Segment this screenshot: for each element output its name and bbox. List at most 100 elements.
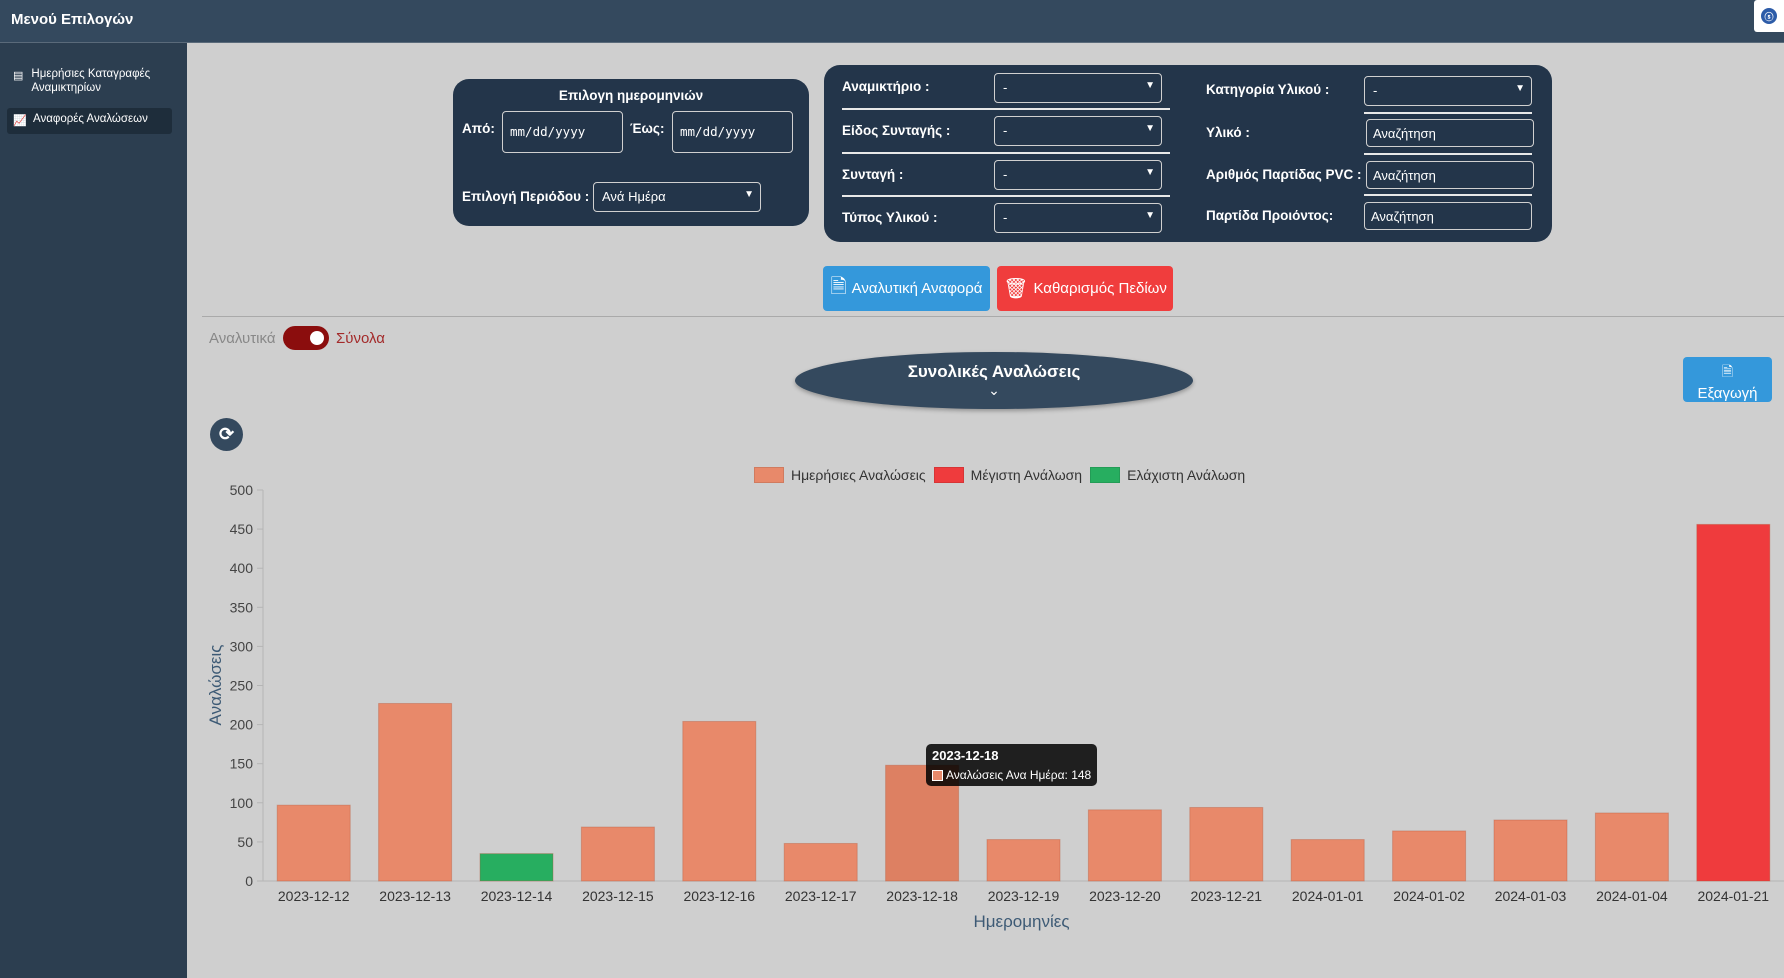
x-tick-label: 2023-12-14 xyxy=(481,888,553,904)
bar-2024-01-02 xyxy=(1392,830,1467,882)
recipe-label: Συνταγή : xyxy=(842,167,904,182)
y-tick-label: 400 xyxy=(230,560,254,576)
x-tick-label: 2023-12-20 xyxy=(1089,888,1161,904)
x-tick-label: 2024-01-04 xyxy=(1596,888,1668,904)
filter-panel: Αναμικτήριο : - ▼ Είδος Συνταγής : - ▼ Συν… xyxy=(824,65,1552,242)
user-avatar[interactable]: ⓢ xyxy=(1754,0,1784,32)
material-type-select[interactable]: - ▼ xyxy=(994,203,1162,233)
bar-2024-01-21 xyxy=(1696,523,1771,882)
y-tick-label: 450 xyxy=(230,521,254,537)
section-header-collapse[interactable]: Συνολικές Αναλώσεις ⌄ xyxy=(795,352,1193,409)
legend-label: Μέγιστη Ανάλωση xyxy=(970,467,1083,483)
material-type-select-value: - xyxy=(1003,210,1008,225)
chevron-down-icon: ⌄ xyxy=(988,382,1000,398)
bar-2024-01-03 xyxy=(1493,819,1568,882)
y-tick-label: 250 xyxy=(230,678,254,694)
divider xyxy=(1364,194,1532,196)
sidebar: ▤ Ημερήσιες Καταγραφές Αναμικτηρίων 📈 Αν… xyxy=(0,43,187,978)
y-tick-label: 350 xyxy=(230,599,254,615)
x-tick-label: 2023-12-19 xyxy=(988,888,1060,904)
product-batch-search-input[interactable]: Αναζήτηση xyxy=(1364,202,1532,230)
bar-2023-12-14 xyxy=(479,853,554,882)
x-tick-label: 2023-12-18 xyxy=(886,888,958,904)
material-type-label: Τύπος Υλικού : xyxy=(842,210,938,225)
bar-2023-12-13 xyxy=(378,702,453,882)
bar-2024-01-04 xyxy=(1594,812,1669,882)
trash-icon: 🗑 xyxy=(1003,278,1029,300)
y-tick-label: 300 xyxy=(230,638,254,654)
tooltip-line: Αναλώσεις Ανα Ημέρα: 148 xyxy=(946,768,1092,782)
material-search-input[interactable]: Αναζήτηση xyxy=(1366,119,1534,147)
bar-2023-12-20 xyxy=(1087,809,1162,882)
y-tick-label: 500 xyxy=(230,482,254,498)
chevron-down-icon: ▼ xyxy=(1145,167,1155,178)
refresh-icon[interactable]: ⟳ xyxy=(210,418,243,451)
legend-item-max[interactable]: Μέγιστη Ανάλωση xyxy=(933,467,1083,483)
pvc-batch-search-input[interactable]: Αναζήτηση xyxy=(1366,161,1534,189)
divider xyxy=(842,108,1170,110)
chevron-down-icon: ▼ xyxy=(1145,123,1155,134)
mixer-select[interactable]: - ▼ xyxy=(994,73,1162,103)
x-axis-title: Ημερομηνίες xyxy=(973,912,1069,931)
chevron-down-icon: ▼ xyxy=(1145,210,1155,221)
divider xyxy=(1364,153,1532,155)
chart-icon: 📈 xyxy=(13,115,27,127)
legend-label: Ελάχιστη Ανάλωση xyxy=(1127,467,1246,483)
pvc-batch-label: Αριθμός Παρτίδας PVC : xyxy=(1206,167,1362,182)
divider xyxy=(1364,112,1532,114)
chevron-down-icon: ▼ xyxy=(1515,83,1525,94)
sidebar-item-daily-records[interactable]: ▤ Ημερήσιες Καταγραφές Αναμικτηρίων xyxy=(7,63,172,99)
bar-2023-12-19 xyxy=(986,839,1061,882)
export-button[interactable]: 🗎 Εξαγωγή xyxy=(1683,357,1772,402)
toggle-knob xyxy=(310,331,324,345)
toggle-left-label: Αναλυτικά xyxy=(209,330,276,347)
x-tick-label: 2023-12-16 xyxy=(683,888,755,904)
legend-swatch xyxy=(1090,467,1121,483)
top-bar: Μενού Επιλογών ⓢ xyxy=(0,0,1784,43)
sidebar-item-label: Αναφορές Αναλώσεων xyxy=(33,113,148,125)
mixer-label: Αναμικτήριο : xyxy=(842,79,930,94)
recipe-type-label: Είδος Συνταγής : xyxy=(842,123,951,138)
period-label: Επιλογή Περιόδου : xyxy=(462,189,590,204)
x-tick-label: 2023-12-13 xyxy=(379,888,451,904)
bar-2023-12-12 xyxy=(276,804,351,882)
date-panel: Επιλογη ημερομηνιών Από: mm/dd/yyyy Έως:… xyxy=(453,79,809,226)
document-icon: 🗎 xyxy=(830,275,847,298)
recipe-select[interactable]: - ▼ xyxy=(994,160,1162,190)
y-tick-label: 100 xyxy=(230,795,254,811)
y-tick-label: 50 xyxy=(237,834,253,850)
recipe-type-select[interactable]: - ▼ xyxy=(994,116,1162,146)
details-totals-toggle[interactable] xyxy=(283,326,329,350)
x-tick-label: 2024-01-21 xyxy=(1697,888,1769,904)
chart-legend: Ημερήσιες Αναλώσεις Μέγιστη Ανάλωση Ελάχ… xyxy=(754,467,1253,483)
analytic-report-button[interactable]: 🗎 Αναλυτική Αναφορά xyxy=(823,266,990,311)
clear-fields-label: Καθαρισμός Πεδίων xyxy=(1033,280,1167,297)
material-category-select-value: - xyxy=(1373,83,1378,98)
x-tick-label: 2023-12-12 xyxy=(278,888,350,904)
material-category-select[interactable]: - ▼ xyxy=(1364,76,1532,106)
from-date-input[interactable]: mm/dd/yyyy xyxy=(502,111,623,153)
bar-2024-01-01 xyxy=(1290,839,1365,882)
divider xyxy=(842,195,1170,197)
divider xyxy=(842,152,1170,154)
toggle-right-label: Σύνολα xyxy=(336,330,385,347)
file-export-icon: 🗎 xyxy=(1721,363,1734,379)
to-date-input[interactable]: mm/dd/yyyy xyxy=(672,111,793,153)
legend-item-daily[interactable]: Ημερήσιες Αναλώσεις xyxy=(754,467,926,483)
x-tick-label: 2023-12-15 xyxy=(582,888,654,904)
legend-swatch xyxy=(754,467,784,483)
x-tick-label: 2023-12-17 xyxy=(785,888,857,904)
clear-fields-button[interactable]: 🗑 Καθαρισμός Πεδίων xyxy=(997,266,1173,311)
tooltip-swatch xyxy=(932,769,943,781)
sidebar-item-consumption-reports[interactable]: 📈 Αναφορές Αναλώσεων xyxy=(7,108,172,134)
mixer-select-value: - xyxy=(1003,80,1008,95)
to-label: Έως: xyxy=(630,121,665,136)
y-tick-label: 200 xyxy=(230,717,254,733)
legend-item-min[interactable]: Ελάχιστη Ανάλωση xyxy=(1090,467,1245,483)
y-tick-label: 0 xyxy=(245,873,253,889)
recipe-type-select-value: - xyxy=(1003,123,1008,138)
bar-2023-12-16 xyxy=(682,720,757,882)
x-tick-label: 2023-12-21 xyxy=(1190,888,1262,904)
period-select[interactable]: Ανά Ημέρα ▼ xyxy=(593,182,761,212)
